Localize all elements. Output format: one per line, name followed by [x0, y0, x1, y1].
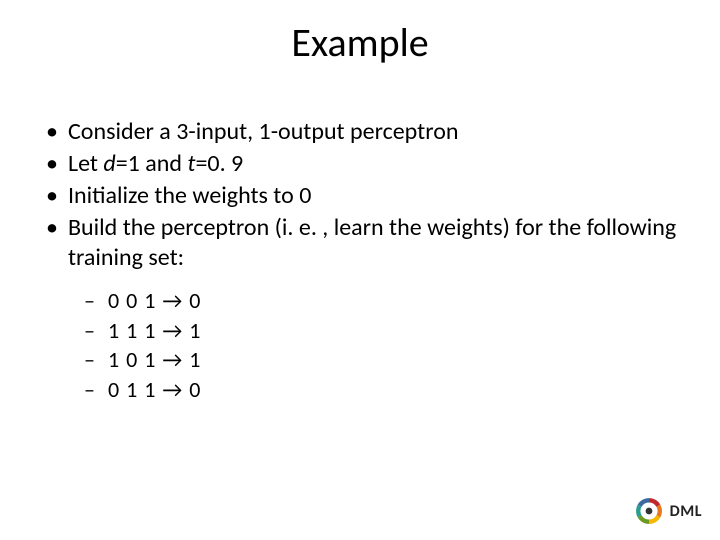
- logo-text: DML: [670, 502, 702, 521]
- bullet-list: Consider a 3-input, 1-output perceptron …: [40, 117, 680, 403]
- dml-logo: DML: [632, 494, 702, 528]
- training-row: 0 0 1 → 0: [78, 287, 680, 315]
- training-row: 1 1 1 → 1: [78, 317, 680, 345]
- training-row: 0 1 1 → 0: [78, 376, 680, 404]
- bullet-item: Build the perceptron (i. e. , learn the …: [40, 213, 680, 403]
- training-row: 1 0 1 → 1: [78, 346, 680, 374]
- slide-content: Consider a 3-input, 1-output perceptron …: [0, 77, 720, 403]
- bullet-item: Let d=1 and t=0. 9: [40, 149, 680, 179]
- bullet-item: Initialize the weights to 0: [40, 181, 680, 211]
- training-set-list: 0 0 1 → 0 1 1 1 → 1 1 0 1 → 1 0 1 1 → 0: [78, 287, 680, 403]
- bullet-item: Consider a 3-input, 1-output perceptron: [40, 117, 680, 147]
- dml-logo-icon: [632, 494, 666, 528]
- slide-title: Example: [0, 0, 720, 77]
